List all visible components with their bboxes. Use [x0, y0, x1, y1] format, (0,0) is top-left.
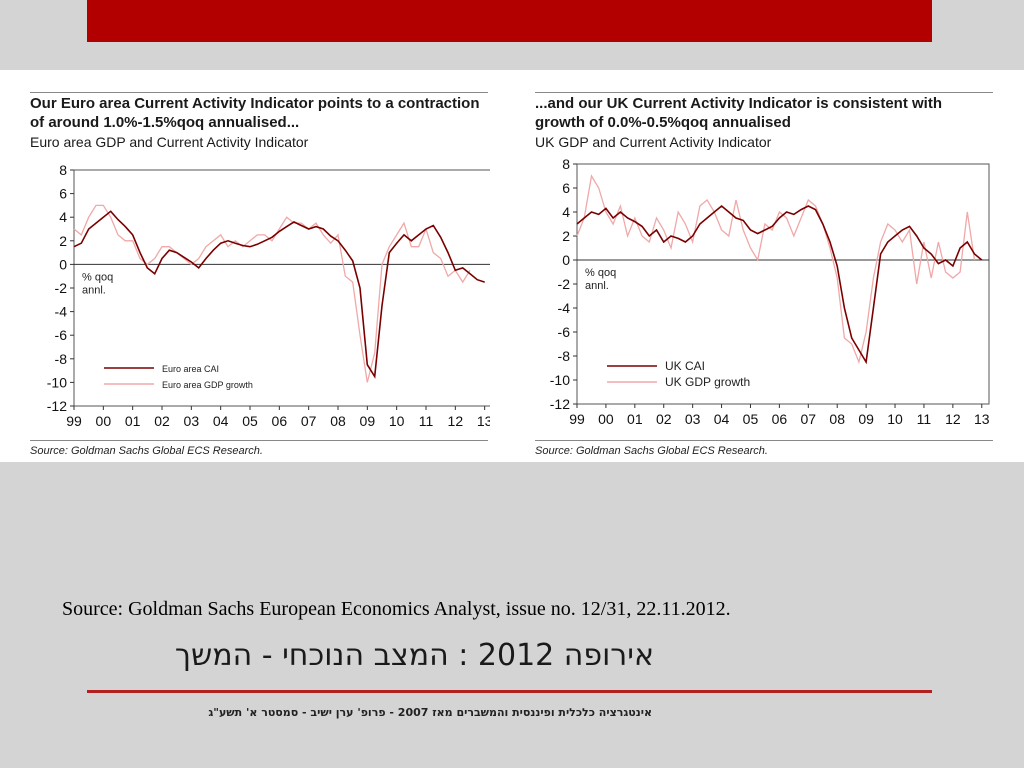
y-tick-label: 8: [59, 162, 67, 178]
top-rule: [535, 92, 993, 93]
x-tick-label: 06: [272, 413, 288, 429]
y-tick-label: -2: [55, 280, 68, 296]
top-red-bar: [87, 0, 932, 42]
bottom-rule: [30, 440, 488, 441]
chart-source: Source: Goldman Sachs Global ECS Researc…: [535, 445, 768, 457]
y-tick-label: -10: [550, 372, 570, 388]
bottom-rule: [535, 440, 993, 441]
y-tick-label: -4: [558, 300, 571, 316]
x-tick-label: 07: [301, 413, 317, 429]
x-tick-label: 01: [627, 411, 643, 427]
y-tick-label: 2: [562, 228, 570, 244]
x-tick-label: 00: [96, 413, 112, 429]
x-tick-label: 08: [330, 413, 346, 429]
plot-frame: [576, 163, 990, 405]
y-tick-label: 4: [562, 204, 570, 220]
legend-label: UK GDP growth: [665, 375, 750, 389]
x-tick-label: 08: [829, 411, 845, 427]
y-tick-label: 6: [59, 186, 67, 202]
y-unit-label: annl.: [585, 280, 609, 292]
chart-source: Source: Goldman Sachs Global ECS Researc…: [30, 445, 263, 457]
series-line-gdp: [73, 204, 471, 383]
x-tick-label: 10: [389, 413, 405, 429]
x-tick-label: 13: [974, 411, 990, 427]
x-tick-label: 06: [772, 411, 788, 427]
x-tick-label: 02: [656, 411, 672, 427]
y-tick-label: -6: [558, 324, 571, 340]
y-unit-label: % qoq: [82, 271, 113, 283]
y-tick-label: -6: [55, 327, 68, 343]
y-unit-label: % qoq: [585, 267, 616, 279]
y-unit-label: annl.: [82, 284, 106, 296]
euro-area-chart: Our Euro area Current Activity Indicator…: [30, 92, 490, 462]
legend-label: Euro area GDP growth: [162, 380, 253, 390]
series-line-cai: [73, 210, 485, 379]
x-tick-label: 10: [887, 411, 903, 427]
y-tick-label: -12: [550, 396, 570, 412]
top-rule: [30, 92, 488, 93]
y-tick-label: 2: [59, 233, 67, 249]
x-tick-label: 09: [360, 413, 376, 429]
x-tick-label: 04: [714, 411, 730, 427]
x-tick-label: 03: [685, 411, 701, 427]
slide-footer: אינטגרציה כלכלית ופיננסית והמשברים מאז 2…: [208, 706, 652, 719]
y-tick-label: -10: [47, 374, 67, 390]
x-tick-label: 07: [801, 411, 817, 427]
chart-title: ...and our UK Current Activity Indicator…: [535, 95, 942, 131]
y-tick-label: 8: [562, 156, 570, 172]
chart-subtitle: UK GDP and Current Activity Indicator: [535, 134, 772, 150]
chart-title: Our Euro area Current Activity Indicator…: [30, 95, 480, 131]
legend-label: Euro area CAI: [162, 364, 219, 374]
x-tick-label: 11: [419, 413, 434, 429]
x-tick-label: 02: [154, 413, 170, 429]
y-tick-label: 4: [59, 209, 67, 225]
plot-frame: [73, 169, 490, 407]
x-tick-label: 12: [945, 411, 961, 427]
x-tick-label: 99: [66, 413, 82, 429]
y-tick-label: -2: [558, 276, 571, 292]
x-tick-label: 03: [184, 413, 200, 429]
x-tick-label: 12: [448, 413, 464, 429]
x-tick-label: 13: [477, 413, 490, 429]
uk-chart: ...and our UK Current Activity Indicator…: [535, 92, 995, 462]
y-tick-label: -12: [47, 398, 67, 414]
slide-title: אירופה 2012 : המצב הנוכחי - המשך: [174, 638, 654, 673]
y-tick-label: 0: [562, 252, 570, 268]
y-tick-label: 6: [562, 180, 570, 196]
chart-subtitle: Euro area GDP and Current Activity Indic…: [30, 134, 309, 150]
x-tick-label: 99: [569, 411, 585, 427]
x-tick-label: 11: [917, 411, 932, 427]
slide-source-text: Source: Goldman Sachs European Economics…: [62, 598, 731, 620]
x-tick-label: 09: [858, 411, 874, 427]
x-tick-label: 00: [598, 411, 614, 427]
x-tick-label: 05: [743, 411, 759, 427]
x-tick-label: 01: [125, 413, 141, 429]
legend-label: UK CAI: [665, 359, 705, 373]
x-tick-label: 05: [242, 413, 258, 429]
series-line-cai: [576, 204, 983, 365]
y-tick-label: -8: [558, 348, 571, 364]
y-tick-label: 0: [59, 256, 67, 272]
y-tick-label: -4: [55, 304, 68, 320]
x-tick-label: 04: [213, 413, 229, 429]
y-tick-label: -8: [55, 351, 68, 367]
title-underline: [87, 690, 932, 693]
